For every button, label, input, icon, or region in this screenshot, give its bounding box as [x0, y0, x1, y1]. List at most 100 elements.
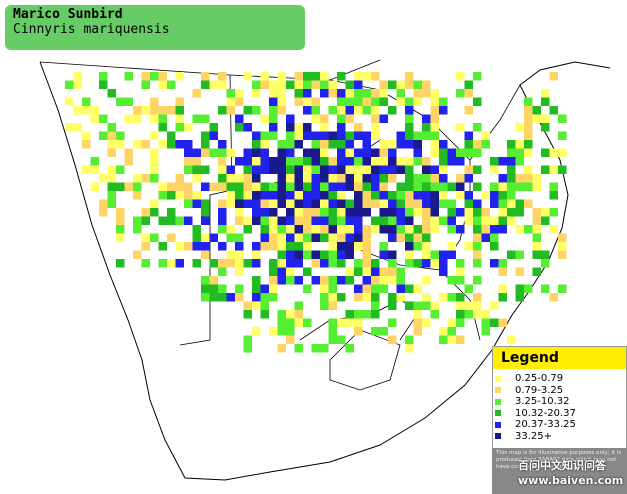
cell — [201, 114, 210, 123]
cell — [345, 157, 354, 166]
cell — [388, 259, 397, 268]
cell — [252, 106, 261, 115]
cell — [311, 174, 320, 183]
cell — [456, 335, 465, 344]
cell — [99, 199, 108, 208]
cell — [277, 191, 286, 200]
cell — [303, 72, 312, 81]
cell — [73, 72, 82, 81]
disclaimer: This map is for illustrative purposes on… — [492, 448, 627, 494]
cell — [456, 182, 465, 191]
cell — [532, 174, 541, 183]
cell — [354, 80, 363, 89]
cell — [260, 131, 269, 140]
cell — [286, 148, 295, 157]
cell — [235, 293, 244, 302]
cell — [260, 225, 269, 234]
cell — [549, 165, 558, 174]
cell — [473, 97, 482, 106]
cell — [320, 199, 329, 208]
cell — [388, 250, 397, 259]
cell — [558, 131, 567, 140]
cell — [294, 140, 303, 149]
cell — [260, 165, 269, 174]
cell — [328, 327, 337, 336]
cell — [430, 114, 439, 123]
cell — [345, 140, 354, 149]
cell — [320, 191, 329, 200]
cell — [481, 310, 490, 319]
cell — [209, 259, 218, 268]
cell — [371, 216, 380, 225]
cell — [303, 242, 312, 251]
cell — [422, 225, 431, 234]
cell — [354, 97, 363, 106]
cell — [192, 225, 201, 234]
cell — [260, 72, 269, 81]
cell — [490, 191, 499, 200]
cell — [388, 106, 397, 115]
cell — [371, 72, 380, 81]
cell — [362, 259, 371, 268]
cell — [379, 114, 388, 123]
cell — [422, 259, 431, 268]
cell — [354, 216, 363, 225]
cell — [558, 242, 567, 251]
cell — [430, 301, 439, 310]
cell — [328, 208, 337, 217]
cell — [235, 259, 244, 268]
cell — [116, 131, 125, 140]
cell — [141, 140, 150, 149]
cell — [413, 174, 422, 183]
cell — [549, 208, 558, 217]
cell — [507, 165, 516, 174]
cell — [490, 225, 499, 234]
cell — [396, 80, 405, 89]
cell — [413, 233, 422, 242]
cell — [201, 284, 210, 293]
cell — [456, 301, 465, 310]
cell — [456, 148, 465, 157]
cell — [311, 157, 320, 166]
cell — [184, 242, 193, 251]
cell — [277, 318, 286, 327]
cell — [167, 259, 176, 268]
cell — [320, 131, 329, 140]
cell — [141, 259, 150, 268]
cell — [303, 106, 312, 115]
cell — [388, 318, 397, 327]
cell — [430, 165, 439, 174]
cell — [413, 318, 422, 327]
cell — [405, 140, 414, 149]
cell — [354, 131, 363, 140]
cell — [379, 199, 388, 208]
cell — [507, 199, 516, 208]
cell — [371, 165, 380, 174]
cell — [354, 242, 363, 251]
cell — [396, 191, 405, 200]
cell — [311, 114, 320, 123]
cell — [328, 242, 337, 251]
cell — [201, 72, 210, 81]
cell — [303, 174, 312, 183]
cell — [498, 318, 507, 327]
cell — [473, 276, 482, 285]
cell — [430, 310, 439, 319]
cell — [286, 318, 295, 327]
cell — [150, 174, 159, 183]
cell — [328, 131, 337, 140]
cell — [337, 123, 346, 132]
cell — [541, 97, 550, 106]
legend-swatch — [495, 433, 501, 440]
cell — [235, 89, 244, 98]
cell — [328, 335, 337, 344]
cell — [490, 259, 499, 268]
cell — [354, 199, 363, 208]
cell — [337, 131, 346, 140]
cell — [337, 106, 346, 115]
cell — [515, 199, 524, 208]
cell — [252, 276, 261, 285]
cell — [277, 72, 286, 81]
cell — [524, 199, 533, 208]
cell — [345, 216, 354, 225]
